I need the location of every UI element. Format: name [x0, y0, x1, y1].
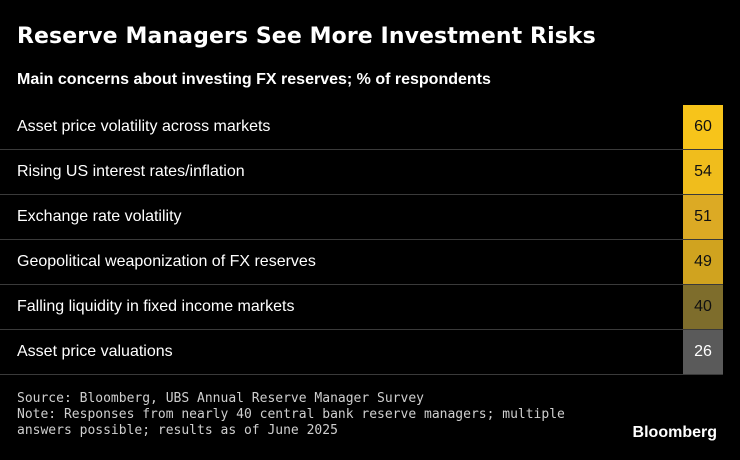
value-cell: 51 [683, 195, 723, 239]
row-label: Falling liquidity in fixed income market… [17, 298, 295, 315]
row-label: Asset price volatility across markets [17, 118, 271, 135]
row-label: Exchange rate volatility [17, 208, 182, 225]
table-row: Falling liquidity in fixed income market… [0, 285, 723, 330]
concerns-table: Asset price volatility across markets 60 R… [0, 105, 723, 375]
table-row: Rising US interest rates/inflation 54 [0, 150, 723, 195]
bloomberg-logo: Bloomberg [632, 424, 717, 441]
source-notes: Source: Bloomberg, UBS Annual Reserve Ma… [17, 391, 617, 439]
value-cell: 49 [683, 240, 723, 284]
chart-title: Reserve Managers See More Investment Ris… [17, 24, 596, 49]
table-row: Exchange rate volatility 51 [0, 195, 723, 240]
table-row: Geopolitical weaponization of FX reserve… [0, 240, 723, 285]
value-cell: 60 [683, 105, 723, 149]
row-label: Rising US interest rates/inflation [17, 163, 245, 180]
chart-subtitle: Main concerns about investing FX reserve… [17, 71, 491, 88]
value-cell: 54 [683, 150, 723, 194]
row-label: Geopolitical weaponization of FX reserve… [17, 253, 316, 270]
row-label: Asset price valuations [17, 343, 173, 360]
source-line: Source: Bloomberg, UBS Annual Reserve Ma… [17, 391, 424, 406]
note-line-continued: answers possible; results as of June 202… [17, 423, 338, 438]
value-cell: 26 [683, 330, 723, 374]
table-row: Asset price volatility across markets 60 [0, 105, 723, 150]
note-line: Note: Responses from nearly 40 central b… [17, 407, 565, 422]
table-row: Asset price valuations 26 [0, 330, 723, 375]
value-cell: 40 [683, 285, 723, 329]
